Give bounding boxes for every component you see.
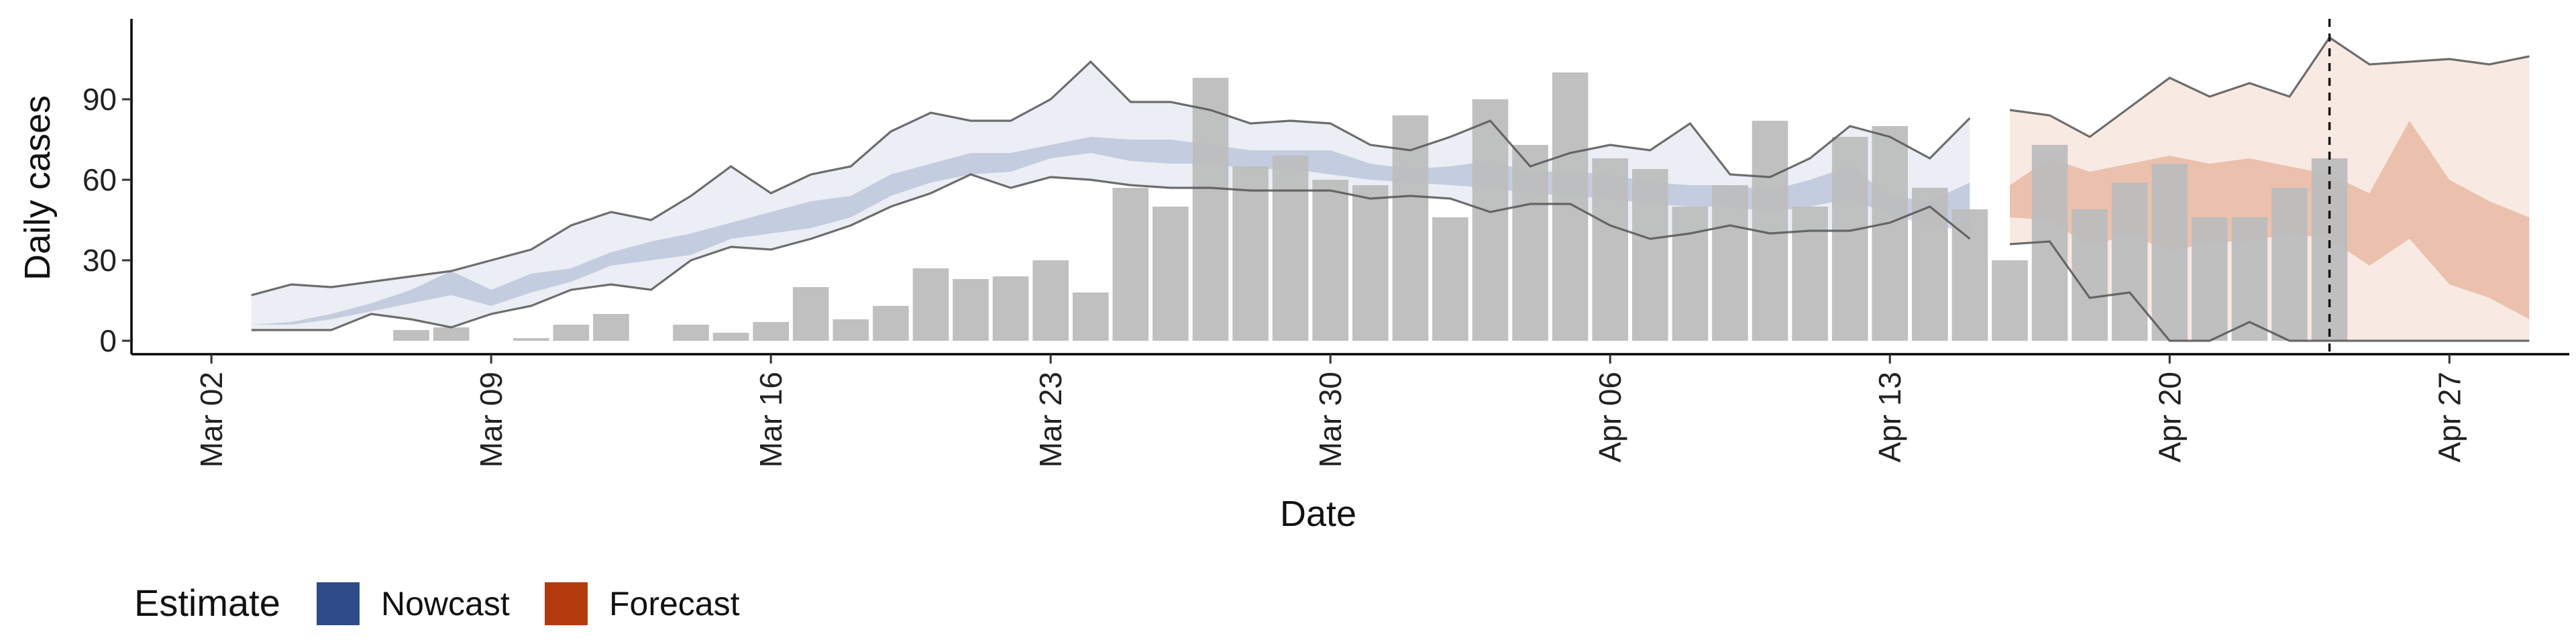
bar	[1192, 78, 1229, 341]
x-tick-label: Mar 02	[194, 372, 229, 468]
reported-case-bars	[393, 72, 2348, 341]
bar	[1992, 260, 2028, 341]
legend-label-forecast: Forecast	[609, 585, 740, 623]
x-tick-label: Mar 16	[753, 372, 788, 468]
bar	[1152, 207, 1189, 341]
x-tick-label: Apr 06	[1593, 372, 1627, 463]
bar	[833, 319, 869, 341]
legend-title: Estimate	[134, 582, 280, 624]
bar	[1073, 292, 1109, 341]
y-axis-title: Daily cases	[17, 95, 58, 280]
interval-limit-lines	[251, 19, 2530, 354]
bar	[1232, 166, 1269, 341]
bar	[873, 306, 909, 341]
x-tick-label: Mar 09	[474, 372, 508, 468]
y-tick-label: 60	[83, 162, 117, 197]
y-tick-label: 30	[83, 243, 117, 278]
bar	[1831, 137, 1868, 341]
nowcast-lower-line	[251, 173, 1971, 331]
axes	[122, 19, 2569, 364]
bar	[2151, 164, 2188, 341]
bar	[1032, 260, 1069, 341]
bar	[553, 325, 590, 341]
legend-swatch-nowcast	[317, 582, 360, 625]
x-tick-label: Apr 20	[2152, 372, 2187, 463]
bar	[1951, 209, 1988, 341]
bar	[1432, 217, 1468, 341]
bar	[1352, 185, 1389, 341]
bar	[1712, 185, 1748, 341]
bar	[992, 276, 1029, 341]
bar	[1872, 126, 1908, 341]
bar	[1512, 145, 1548, 341]
y-tick-label: 90	[83, 82, 117, 117]
y-tick-label: 0	[99, 323, 117, 358]
x-tick-label: Apr 13	[1872, 372, 1907, 463]
bar	[1552, 72, 1589, 341]
bar	[753, 322, 789, 341]
x-tick-label: Mar 30	[1313, 372, 1348, 468]
bar	[1112, 188, 1149, 341]
tick-labels: 0 30 60 90 Mar 02 Mar 09 Mar 16 Mar 23 Mar 30 Apr…	[83, 82, 2467, 468]
nowcast-band-90	[251, 62, 1970, 330]
bar	[2192, 217, 2228, 341]
bar	[1632, 169, 1668, 341]
bar	[712, 333, 749, 341]
x-axis-title: Date	[1280, 494, 1356, 534]
bar	[433, 327, 470, 341]
legend-swatch-forecast	[545, 582, 588, 625]
bar	[912, 268, 949, 341]
bar	[1672, 207, 1709, 341]
bar	[2111, 182, 2148, 341]
bar	[1312, 180, 1348, 341]
bar	[1592, 158, 1628, 341]
bar	[393, 330, 429, 341]
bar	[2271, 188, 2308, 341]
bar	[792, 287, 829, 341]
bar	[2231, 217, 2268, 341]
bar	[1472, 99, 1509, 341]
bar	[513, 338, 549, 341]
legend-label-nowcast: Nowcast	[381, 585, 510, 623]
legend: Estimate Nowcast Forecast	[134, 582, 740, 625]
bar	[1392, 115, 1429, 341]
bar	[1912, 188, 1948, 341]
bar	[593, 314, 629, 341]
bar	[2072, 209, 2108, 341]
forecast-upper-line	[2009, 36, 2530, 138]
bar	[1792, 207, 1828, 341]
bar	[673, 325, 709, 341]
bar	[1272, 156, 1309, 341]
x-tick-label: Apr 27	[2432, 372, 2467, 463]
nowcast-upper-line	[251, 60, 1971, 297]
forecast-lower-line	[2009, 240, 2530, 342]
forecast-band-50	[2010, 121, 2530, 319]
x-tick-label: Mar 23	[1033, 372, 1068, 468]
bar	[953, 279, 989, 341]
